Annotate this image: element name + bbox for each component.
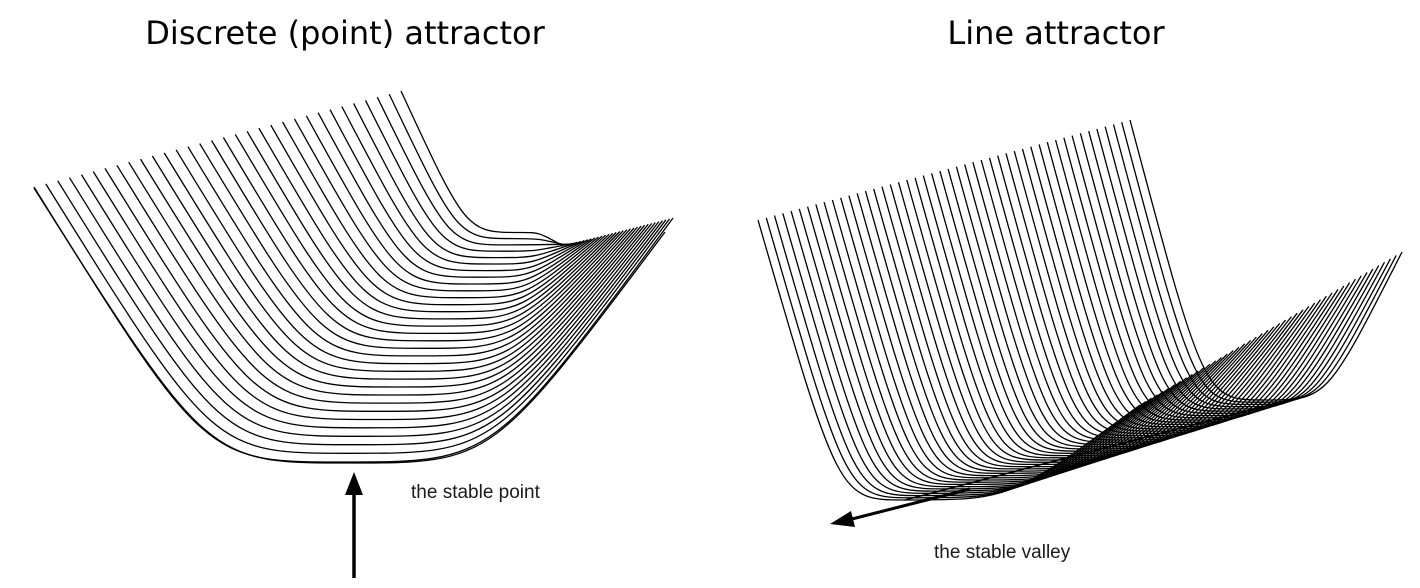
valley-curve xyxy=(1038,144,1339,426)
bowl-curve xyxy=(364,100,574,252)
stable-valley-arrow xyxy=(830,487,971,527)
bowl-front-curve xyxy=(33,187,666,464)
bowl-curve xyxy=(151,155,638,380)
stable-valley-label: the stable valley xyxy=(934,542,1071,563)
bowl-curve xyxy=(400,90,564,247)
bowl-curve xyxy=(128,161,646,396)
bowl-curve xyxy=(80,174,660,429)
valley-curve xyxy=(889,184,1234,466)
bowl-curve xyxy=(187,146,628,357)
bowl-curve xyxy=(92,171,656,421)
valley-curve xyxy=(947,168,1275,450)
stable-point-label: the stable point xyxy=(411,482,540,503)
valley-curve xyxy=(1021,148,1327,430)
line-attractor-title: Line attractor xyxy=(947,14,1165,52)
valley-curve xyxy=(881,186,1228,468)
stable-point-arrow xyxy=(345,472,363,578)
bowl-curve xyxy=(305,115,592,285)
bowl-curve xyxy=(104,168,653,412)
valley-curve xyxy=(1013,150,1322,432)
bowl-curve xyxy=(329,109,585,272)
valley-curve xyxy=(1079,133,1368,414)
line-attractor-valley xyxy=(757,119,1403,501)
bowl-curve xyxy=(282,121,599,299)
valley-curve xyxy=(757,219,1141,501)
bowl-curve xyxy=(234,134,614,327)
valley-curve xyxy=(806,206,1176,488)
bowl-curve xyxy=(270,124,603,306)
valley-curve xyxy=(1088,130,1374,412)
valley-curve xyxy=(930,173,1263,454)
bowl-curve xyxy=(175,149,631,365)
bowl-curve xyxy=(211,140,621,342)
valley-curve xyxy=(831,199,1193,481)
point-attractor-title: Discrete (point) attractor xyxy=(145,14,545,52)
bowl-curve xyxy=(116,164,649,404)
valley-curve xyxy=(1030,146,1333,428)
valley-curve xyxy=(1104,126,1386,408)
bowl-curve xyxy=(199,143,624,349)
bowl-curve xyxy=(246,130,610,320)
bowl-curve xyxy=(33,186,674,463)
bowl-curve xyxy=(57,180,667,446)
bowl-curve xyxy=(376,96,571,246)
bowl-curve xyxy=(388,93,567,246)
bowl-curve xyxy=(258,127,607,313)
bowl-curve xyxy=(222,137,617,335)
valley-curve xyxy=(1046,142,1345,423)
bowl-curve xyxy=(163,152,635,372)
valley-curve xyxy=(1054,139,1351,421)
bowl-curve xyxy=(317,112,589,278)
valley-curve xyxy=(1071,135,1362,417)
valley-curve xyxy=(955,166,1281,448)
bowl-curve xyxy=(293,118,596,292)
valley-curve xyxy=(964,164,1287,446)
valley-curve xyxy=(1063,137,1356,419)
bowl-curve xyxy=(45,183,671,454)
point-attractor-bowl xyxy=(33,90,674,464)
valley-curve xyxy=(1121,122,1397,403)
valley-floor-line xyxy=(904,396,1301,501)
valley-curve xyxy=(939,170,1269,452)
bowl-curve xyxy=(139,158,642,388)
bowl-curve xyxy=(341,106,581,265)
valley-curve xyxy=(1096,128,1380,410)
valley-curve xyxy=(1112,124,1391,406)
bowl-curve xyxy=(353,103,578,259)
bowl-curve xyxy=(68,177,663,437)
valley-curve xyxy=(840,197,1199,479)
valley-curve xyxy=(1005,153,1316,434)
valley-curve xyxy=(1129,119,1403,401)
